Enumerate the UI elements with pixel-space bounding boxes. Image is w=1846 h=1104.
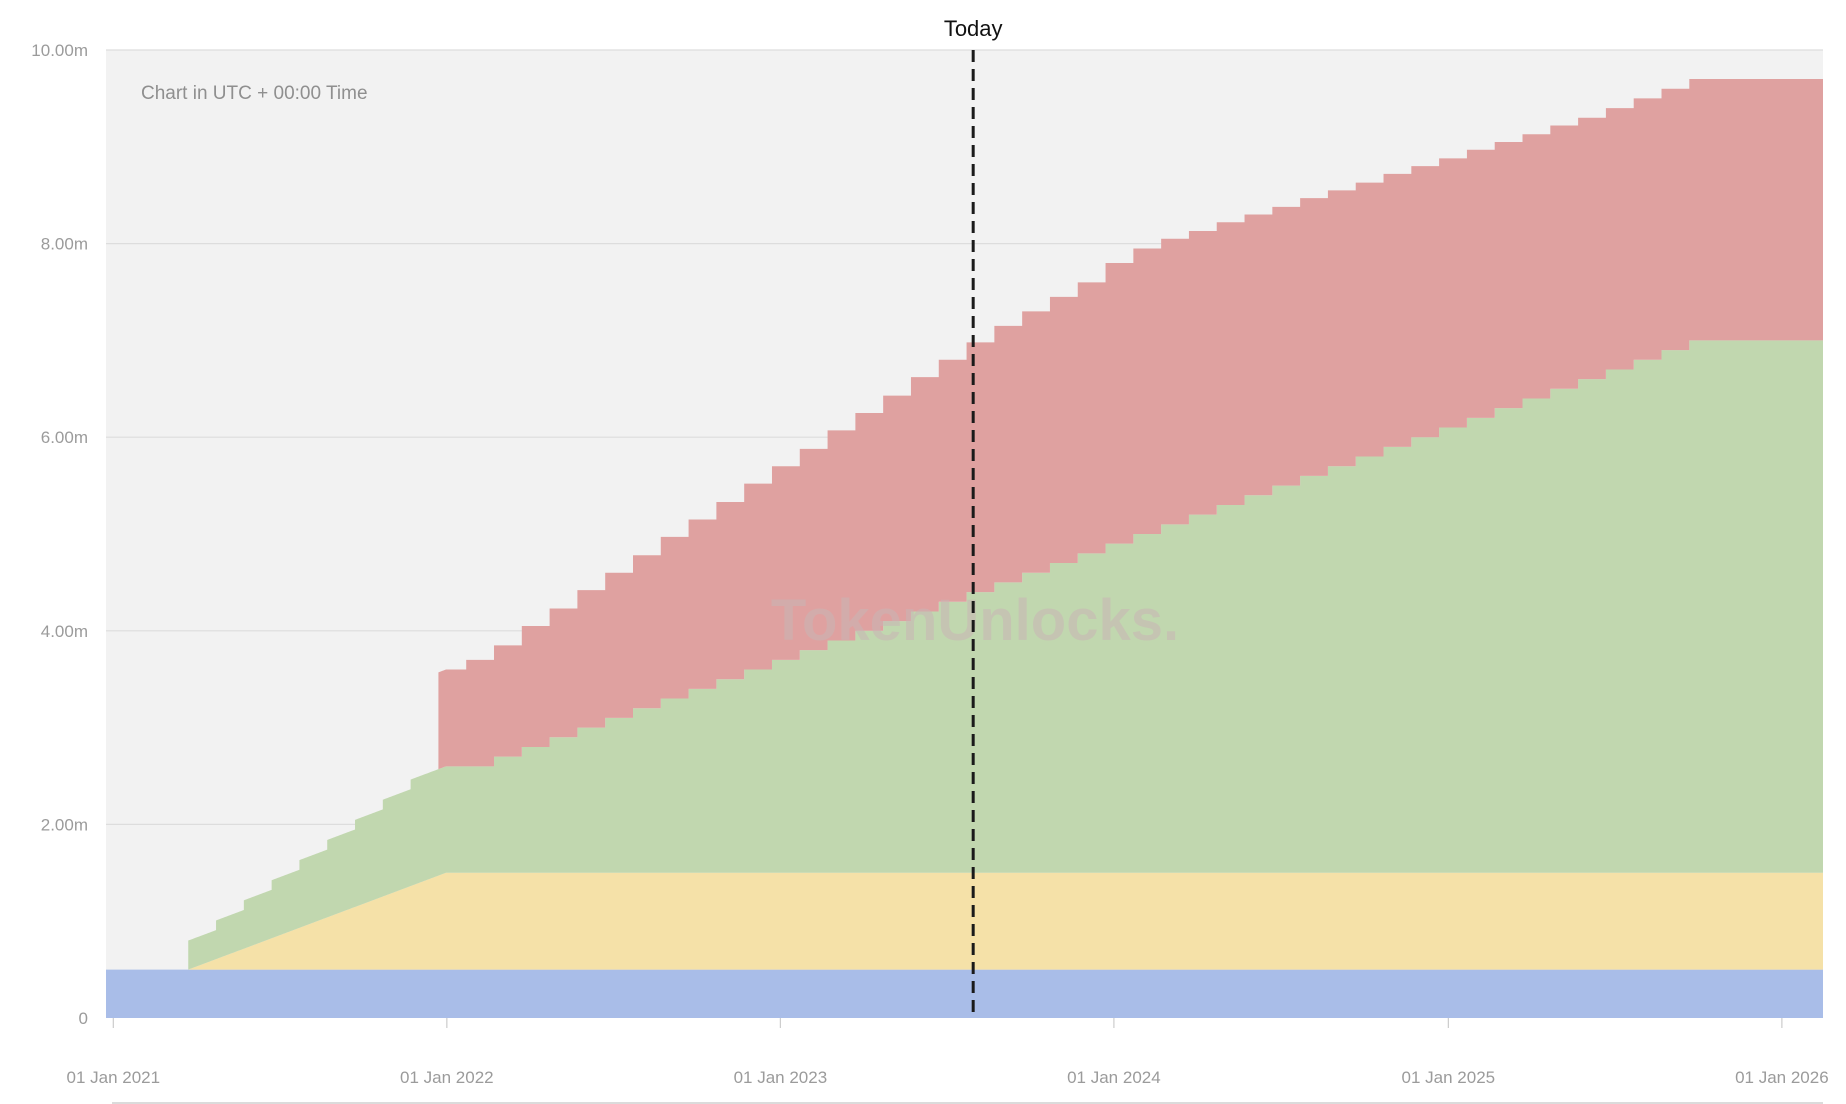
today-label: Today xyxy=(944,16,1003,41)
x-tick-label: 01 Jan 2025 xyxy=(1402,1068,1496,1087)
series-area-3 xyxy=(106,79,1823,970)
y-tick-label: 4.00m xyxy=(41,622,88,641)
series-areas xyxy=(106,79,1823,1018)
y-axis: 0 2.00m 4.00m 6.00m 8.00m 10.00m xyxy=(31,41,88,1028)
y-tick-label: 0 xyxy=(79,1009,88,1028)
y-tick-label: 8.00m xyxy=(41,235,88,254)
x-tick-label: 01 Jan 2023 xyxy=(734,1068,828,1087)
series-area-1 xyxy=(106,872,1823,970)
timezone-note: Chart in UTC + 00:00 Time xyxy=(141,83,368,104)
x-axis: 01 Jan 2021 01 Jan 2022 01 Jan 2023 01 Jan … xyxy=(67,1018,1829,1087)
series-area-0 xyxy=(106,969,1823,1018)
x-tick-label: 01 Jan 2022 xyxy=(400,1068,494,1087)
y-tick-label: 6.00m xyxy=(41,428,88,447)
x-tick-label: 01 Jan 2024 xyxy=(1067,1068,1161,1087)
watermark-logo: TokenUnlocks. xyxy=(771,588,1179,653)
x-tick-label: 01 Jan 2021 xyxy=(67,1068,161,1087)
x-tick-label: 01 Jan 2026 xyxy=(1735,1068,1829,1087)
y-tick-label: 2.00m xyxy=(41,815,88,834)
y-tick-label: 10.00m xyxy=(31,41,88,60)
series-area-2 xyxy=(106,340,1823,970)
